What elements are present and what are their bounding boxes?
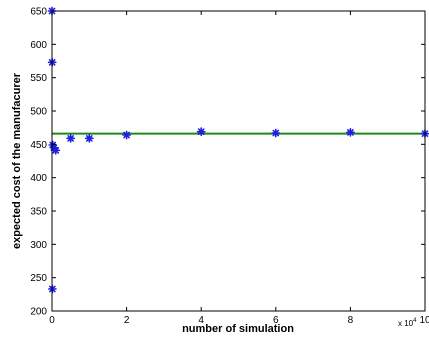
y-tick-label: 550 bbox=[30, 73, 47, 84]
x-axis-multiplier: x 104 bbox=[398, 318, 417, 328]
y-tick-label: 600 bbox=[30, 40, 47, 51]
y-tick-label: 400 bbox=[30, 173, 47, 184]
x-axis-multiplier-exponent: 4 bbox=[413, 318, 417, 324]
y-tick-label: 350 bbox=[30, 207, 47, 218]
data-point bbox=[66, 133, 76, 143]
x-tick-label: 6 bbox=[273, 315, 279, 326]
tick-labels: 0 2 4 6 8 10 200 250 300 350 400 450 500 550 600 650 bbox=[30, 7, 429, 327]
plot-frame bbox=[51, 10, 426, 312]
data-point bbox=[196, 127, 206, 137]
y-tick-label: 200 bbox=[30, 307, 47, 318]
x-axis-multiplier-base: x 10 bbox=[398, 319, 414, 328]
data-point bbox=[122, 130, 131, 140]
x-tick-label: 0 bbox=[49, 315, 55, 326]
y-tick-label: 500 bbox=[30, 107, 47, 118]
x-axis-label: number of simulation bbox=[182, 323, 294, 335]
x-tick-label: 8 bbox=[348, 315, 354, 326]
y-tick-label: 650 bbox=[30, 7, 47, 18]
x-tick-label: 10 bbox=[419, 315, 429, 326]
data-point bbox=[84, 133, 94, 143]
x-tick-label: 4 bbox=[198, 315, 204, 326]
y-tick-label: 300 bbox=[30, 240, 47, 251]
data-point bbox=[345, 127, 355, 137]
y-tick-label: 250 bbox=[30, 273, 47, 284]
y-tick-label: 450 bbox=[30, 140, 47, 151]
data-point bbox=[51, 145, 61, 155]
y-axis-label: expected cost of the manufacurer bbox=[11, 72, 23, 249]
data-point bbox=[271, 128, 281, 138]
x-tick-label: 2 bbox=[124, 315, 130, 326]
